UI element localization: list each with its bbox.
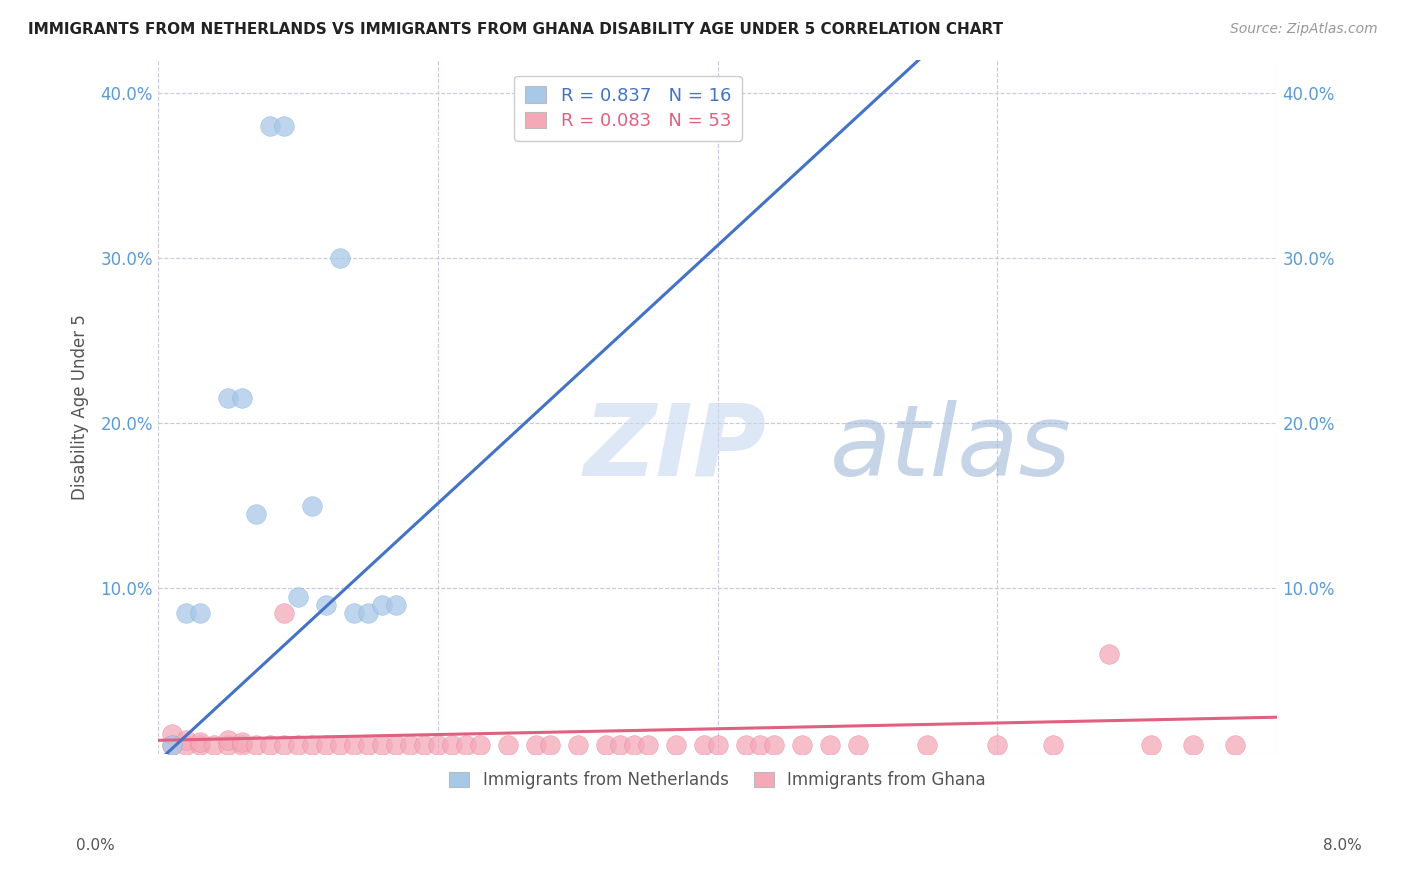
Point <box>273 119 295 133</box>
Point <box>273 739 295 753</box>
Point <box>370 739 392 753</box>
Point <box>917 739 939 753</box>
Point <box>468 739 491 753</box>
Point <box>609 739 631 753</box>
Text: 0.0%: 0.0% <box>76 838 115 854</box>
Point <box>1098 648 1121 662</box>
Text: 8.0%: 8.0% <box>1323 838 1362 854</box>
Point <box>259 119 281 133</box>
Point <box>245 739 267 753</box>
Point <box>986 739 1008 753</box>
Point <box>329 251 352 265</box>
Point <box>370 598 392 612</box>
Point <box>595 739 617 753</box>
Text: Source: ZipAtlas.com: Source: ZipAtlas.com <box>1230 22 1378 37</box>
Point <box>567 739 589 753</box>
Point <box>231 392 253 406</box>
Point <box>426 739 449 753</box>
Point <box>384 598 406 612</box>
Point <box>188 735 211 749</box>
Point <box>356 606 378 620</box>
Point <box>343 739 366 753</box>
Point <box>231 739 253 753</box>
Point <box>538 739 561 753</box>
Point <box>202 739 225 753</box>
Point <box>287 739 309 753</box>
Text: ZIP: ZIP <box>583 400 766 497</box>
Point <box>1140 739 1163 753</box>
Point <box>245 507 267 521</box>
Text: atlas: atlas <box>830 400 1071 497</box>
Point <box>623 739 645 753</box>
Point <box>454 739 477 753</box>
Point <box>160 739 183 753</box>
Point <box>496 739 519 753</box>
Point <box>315 739 337 753</box>
Point <box>706 739 728 753</box>
Point <box>692 739 714 753</box>
Point <box>217 392 239 406</box>
Point <box>174 739 197 753</box>
Text: IMMIGRANTS FROM NETHERLANDS VS IMMIGRANTS FROM GHANA DISABILITY AGE UNDER 5 CORR: IMMIGRANTS FROM NETHERLANDS VS IMMIGRANT… <box>28 22 1004 37</box>
Point <box>287 590 309 604</box>
Point <box>329 739 352 753</box>
Point <box>637 739 659 753</box>
Point <box>818 739 841 753</box>
Point <box>160 727 183 741</box>
Point <box>412 739 434 753</box>
Point <box>188 606 211 620</box>
Point <box>273 606 295 620</box>
Point <box>1225 739 1247 753</box>
Point <box>174 733 197 747</box>
Point <box>524 739 547 753</box>
Point <box>188 739 211 753</box>
Point <box>217 733 239 747</box>
Point <box>1182 739 1205 753</box>
Point <box>217 739 239 753</box>
Point <box>356 739 378 753</box>
Point <box>301 499 323 513</box>
Point <box>440 739 463 753</box>
Point <box>315 598 337 612</box>
Point <box>762 739 785 753</box>
Point <box>398 739 420 753</box>
Point <box>160 739 183 753</box>
Point <box>846 739 869 753</box>
Y-axis label: Disability Age Under 5: Disability Age Under 5 <box>72 314 89 500</box>
Point <box>384 739 406 753</box>
Point <box>734 739 756 753</box>
Point <box>231 735 253 749</box>
Point <box>748 739 770 753</box>
Point <box>174 606 197 620</box>
Point <box>790 739 813 753</box>
Point <box>664 739 686 753</box>
Point <box>343 606 366 620</box>
Point <box>301 739 323 753</box>
Legend: Immigrants from Netherlands, Immigrants from Ghana: Immigrants from Netherlands, Immigrants … <box>441 763 994 797</box>
Point <box>1042 739 1064 753</box>
Point <box>259 739 281 753</box>
